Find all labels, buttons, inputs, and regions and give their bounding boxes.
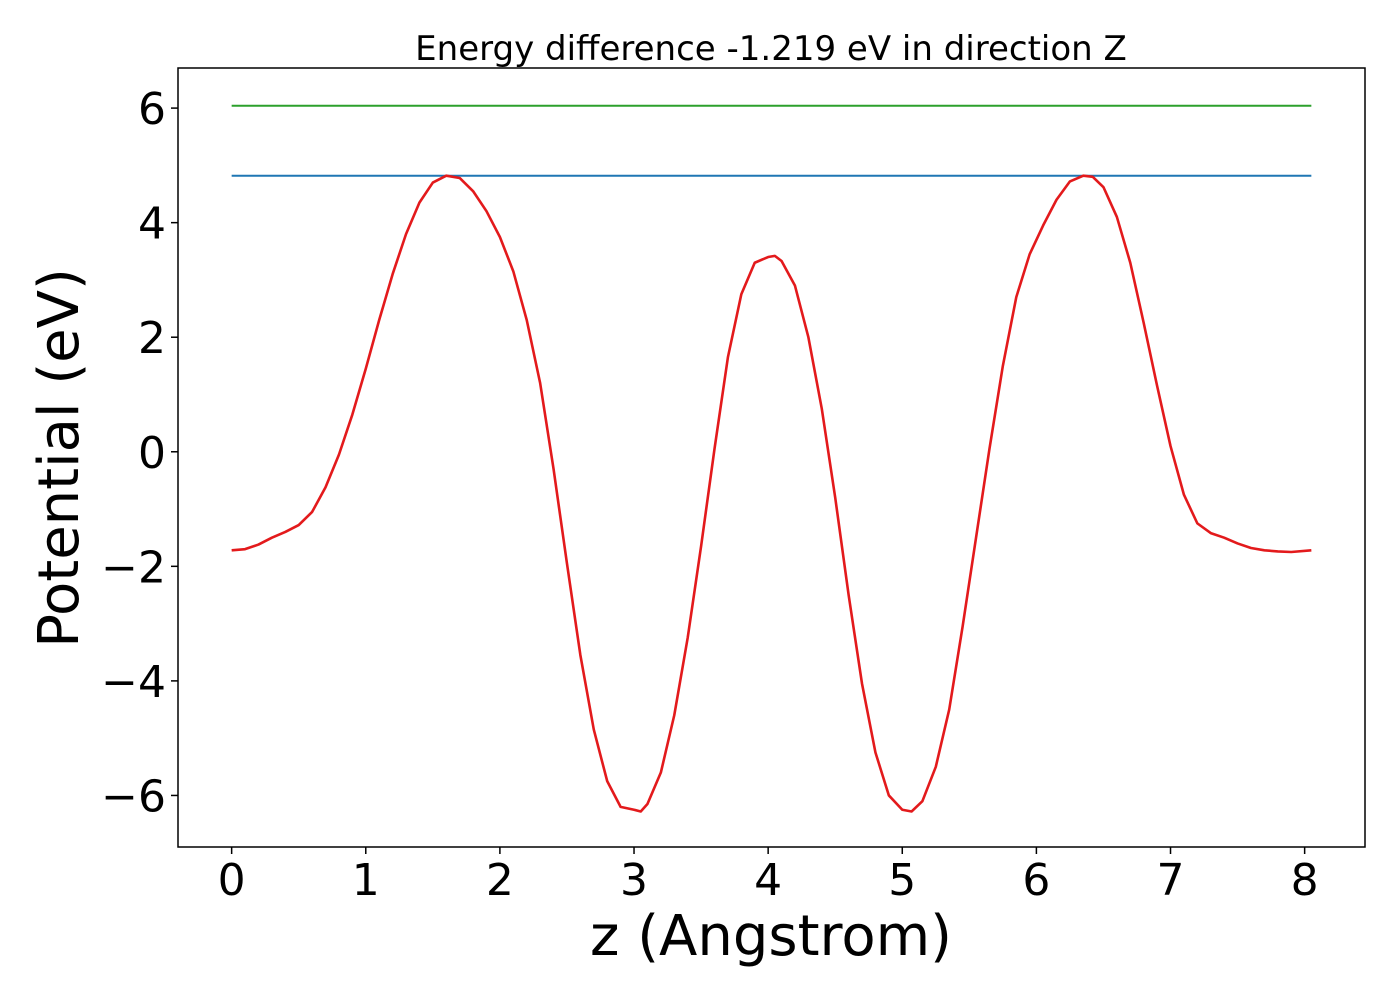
y-axis-title: Potential (eV) [27, 268, 92, 648]
series-line-2 [231, 174, 1312, 813]
x-tick-label: 7 [1157, 855, 1185, 906]
x-tick-label: 0 [218, 855, 246, 906]
y-tick-label: 4 [138, 199, 166, 250]
x-tick-label: 4 [754, 855, 782, 906]
y-tick-label: −2 [101, 542, 166, 593]
x-tick-label: 8 [1291, 855, 1319, 906]
x-axis-ticks: 0 1 2 3 4 5 6 7 8 [218, 847, 1319, 906]
y-tick-label: 6 [138, 84, 166, 135]
x-tick-label: 5 [888, 855, 916, 906]
x-tick-label: 1 [352, 855, 380, 906]
y-tick-label: 0 [138, 428, 166, 479]
plot-lines [231, 104, 1312, 813]
x-axis-title: z (Angstrom) [590, 904, 952, 969]
plot-frame [177, 67, 1366, 848]
y-tick-label: −4 [101, 657, 166, 708]
x-tick-label: 2 [486, 855, 514, 906]
y-tick-label: 2 [138, 313, 166, 364]
x-tick-label: 3 [620, 855, 648, 906]
chart-title: Energy difference -1.219 eV in direction… [415, 29, 1127, 69]
y-axis-ticks: −6 −4 −2 0 2 4 6 [101, 84, 178, 822]
x-tick-label: 6 [1022, 855, 1050, 906]
y-tick-label: −6 [101, 771, 166, 822]
